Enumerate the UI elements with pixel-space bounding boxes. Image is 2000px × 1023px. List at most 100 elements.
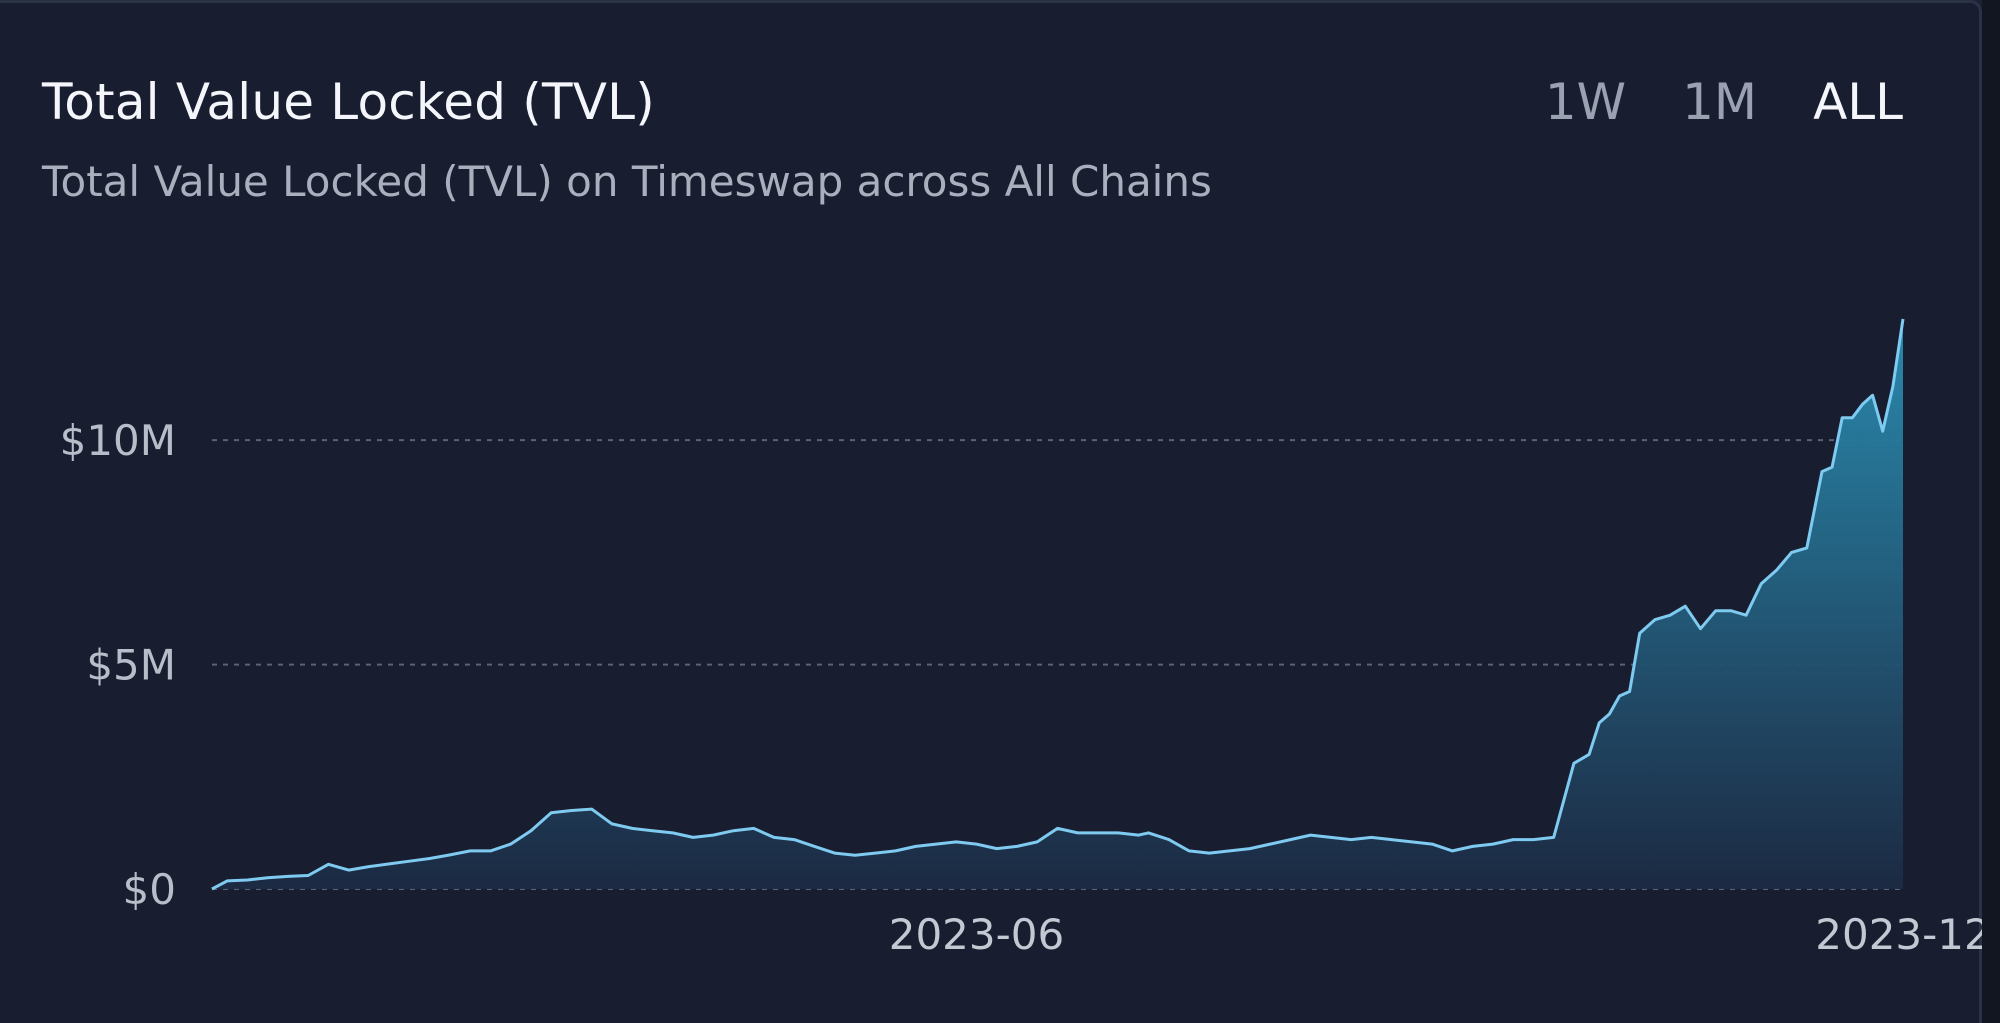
tvl-data-point xyxy=(772,835,776,839)
tvl-data-point xyxy=(1871,393,1875,397)
tvl-data-point xyxy=(1511,838,1515,842)
tvl-data-point xyxy=(914,844,918,848)
tvl-data-point xyxy=(610,822,614,826)
tvl-data-point xyxy=(1638,631,1642,635)
tvl-data-point xyxy=(1881,429,1885,433)
tvl-data-point xyxy=(306,874,310,878)
tvl-data-point xyxy=(326,862,330,866)
tvl-data-point xyxy=(1628,690,1632,694)
tvl-data-point xyxy=(448,853,452,857)
tvl-data-point xyxy=(1790,550,1794,554)
x-tick-label: 2023-12 xyxy=(1815,910,1982,959)
tvl-data-point xyxy=(691,835,695,839)
tvl-data-point xyxy=(995,847,999,851)
tvl-data-point xyxy=(1714,609,1718,613)
tvl-data-point xyxy=(752,826,756,830)
tvl-data-point xyxy=(671,831,675,835)
range-tab-1m[interactable]: 1M xyxy=(1682,73,1758,131)
tvl-data-point xyxy=(1587,752,1591,756)
tvl-data-point xyxy=(1390,838,1394,842)
tvl-data-point xyxy=(1430,842,1434,846)
tvl-data-point xyxy=(1683,604,1687,608)
tvl-data-point xyxy=(1572,761,1576,765)
tvl-data-point xyxy=(468,849,472,853)
x-tick-label: 2023-06 xyxy=(889,910,1065,959)
tvl-data-point xyxy=(509,842,513,846)
tvl-data-point xyxy=(1268,842,1272,846)
axis-labels: $0 $5M $10M 2023-06 2023-12 xyxy=(60,416,1982,959)
tvl-data-point xyxy=(1618,694,1622,698)
area-layer xyxy=(210,317,1905,891)
tvl-data-point xyxy=(975,842,979,846)
tvl-data-point xyxy=(1699,627,1703,631)
tvl-data-point xyxy=(1076,831,1080,835)
tvl-data-point xyxy=(1901,317,1905,321)
tvl-data-point xyxy=(1349,838,1353,842)
tvl-data-point xyxy=(1288,838,1292,842)
tvl-data-point xyxy=(1653,618,1657,622)
time-range-selector: 1W 1M ALL xyxy=(1545,73,1903,131)
tvl-data-point xyxy=(1891,384,1895,388)
tvl-data-point xyxy=(813,844,817,848)
tvl-data-point xyxy=(1248,847,1252,851)
chart-title: Total Value Locked (TVL) xyxy=(42,73,655,131)
tvl-data-point xyxy=(1759,582,1763,586)
tvl-series-line xyxy=(211,318,1905,891)
tvl-data-point xyxy=(651,829,655,833)
tvl-data-point xyxy=(529,829,533,833)
tvl-data-point xyxy=(1207,851,1211,855)
tvl-data-point xyxy=(1744,613,1748,617)
tvl-data-point xyxy=(1035,840,1039,844)
tvl-data-point xyxy=(1147,831,1151,835)
tvl-data-point xyxy=(1137,833,1141,837)
tvl-data-point xyxy=(590,807,594,811)
tvl-data-point xyxy=(1369,835,1373,839)
tvl-data-point xyxy=(266,876,270,880)
tvl-data-point xyxy=(347,868,351,872)
tvl-data-point xyxy=(1830,465,1834,469)
y-tick-label: $5M xyxy=(86,641,176,690)
range-tab-all[interactable]: ALL xyxy=(1813,73,1903,131)
tvl-data-point xyxy=(833,851,837,855)
chart-subtitle: Total Value Locked (TVL) on Timeswap acr… xyxy=(42,157,1212,206)
tvl-data-point xyxy=(286,874,290,878)
tvl-data-point xyxy=(1491,842,1495,846)
tvl-data-point xyxy=(1840,416,1844,420)
tvl-data-point xyxy=(1597,721,1601,725)
tvl-data-point xyxy=(1552,835,1556,839)
tvl-data-point xyxy=(1820,470,1824,474)
tvl-data-point xyxy=(408,859,412,863)
tvl-data-point xyxy=(1471,844,1475,848)
y-tick-label: $10M xyxy=(60,416,176,465)
tvl-data-point xyxy=(934,842,938,846)
range-tab-1w[interactable]: 1W xyxy=(1544,73,1627,131)
tvl-data-point xyxy=(1861,402,1865,406)
tvl-data-point xyxy=(1607,712,1611,716)
tvl-data-point xyxy=(367,865,371,869)
tvl-area-chart: $0 $5M $10M 2023-06 2023-12 xyxy=(60,317,1982,959)
tvl-data-point xyxy=(1228,849,1232,853)
tvl-data-point xyxy=(792,838,796,842)
tvl-data-point xyxy=(873,851,877,855)
tvl-data-point xyxy=(1096,831,1100,835)
tvl-data-point xyxy=(210,887,214,891)
tvl-data-point xyxy=(1187,849,1191,853)
tvl-data-point xyxy=(732,829,736,833)
tvl-data-point xyxy=(549,811,553,815)
tvl-data-point xyxy=(711,833,715,837)
tvl-data-point xyxy=(1056,826,1060,830)
tvl-data-point xyxy=(1668,613,1672,617)
tvl-data-point xyxy=(245,878,249,882)
tvl-data-point xyxy=(1805,546,1809,550)
tvl-data-point xyxy=(1850,416,1854,420)
tvl-data-point xyxy=(1450,849,1454,853)
tvl-data-point xyxy=(630,826,634,830)
tvl-data-point xyxy=(225,879,229,883)
tvl-data-point xyxy=(1729,609,1733,613)
tvl-data-point xyxy=(1309,833,1313,837)
tvl-data-point xyxy=(387,862,391,866)
tvl-data-point xyxy=(1116,831,1120,835)
tvl-data-point xyxy=(1410,840,1414,844)
tvl-area-fill xyxy=(212,319,1903,889)
